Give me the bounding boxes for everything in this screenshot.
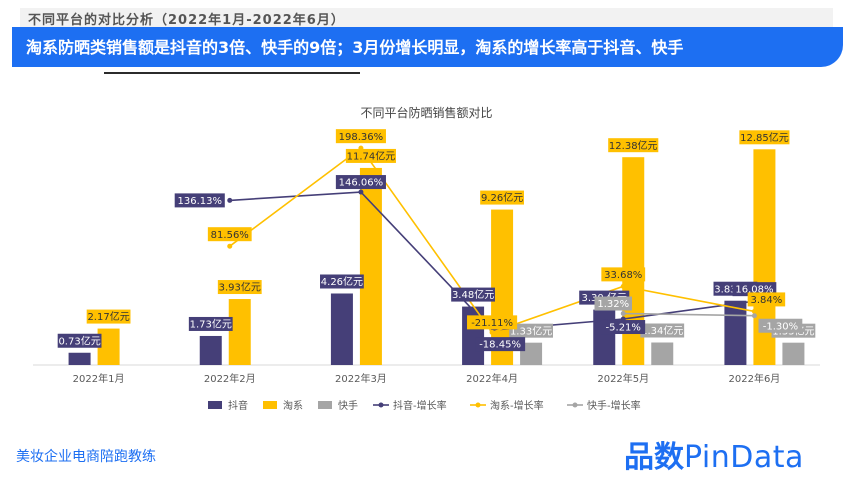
data-label: -1.30% [763,321,798,332]
data-label-bg [345,148,396,163]
bar-淘系-0 [97,328,120,365]
section-title: 不同平台的对比分析（2022年1月-2022年6月） [28,13,345,28]
data-label-bg [335,175,386,190]
point-抖音-增长率-0 [227,197,233,203]
data-label: 33.68% [604,270,642,281]
x-tick-label: 2022年2月 [204,372,256,385]
bar-快手-3 [520,342,543,365]
data-label-bg [217,280,262,295]
bar-淘系-5 [753,149,776,365]
data-label: 1.32% [597,299,629,310]
data-label-bg [640,323,685,338]
data-label-bg [451,287,495,302]
data-label-bg [608,138,659,153]
data-label: 0.73亿元 [58,334,100,347]
data-label-bg [174,193,225,208]
point-淘系-增长率-0 [227,243,233,249]
data-label-bg [601,320,646,335]
data-label: 12.38亿元 [609,139,658,152]
data-label: -21.11% [471,318,513,329]
legend-label: 快手 [338,399,358,412]
logo-cn-text: 品数 [624,440,684,475]
data-label: 9.26亿元 [481,191,523,204]
data-label: 11.74亿元 [347,150,396,163]
data-label: 1.73亿元 [190,318,232,331]
bar-抖音-2 [330,293,353,365]
data-label: 16.08% [735,285,773,296]
point-淘系-增长率-2 [489,329,495,335]
data-label-bg [86,309,131,324]
data-label-bg [57,333,102,348]
data-label: 4.26亿元 [321,275,363,288]
legend-label: 淘系 [283,399,303,412]
bar-抖音-5 [724,300,747,365]
data-label: 12.85亿元 [740,131,789,144]
data-label-bg [475,337,526,352]
bar-抖音-1 [199,335,222,365]
legend-label: 快手-增长率 [587,399,641,412]
data-label-bg [480,190,524,205]
legend-label: 抖音 [228,399,248,412]
logo-en-text: PinData [684,440,804,475]
data-label-bg [747,292,786,307]
data-label-bg [758,318,803,333]
data-label: 81.56% [211,230,249,241]
data-label: 2.17亿元 [87,310,129,323]
x-tick-label: 2022年3月 [335,372,387,385]
data-label: 198.36% [339,132,384,143]
section-header-strip [20,8,833,28]
point-快手-增长率-0 [620,311,626,317]
x-tick-label: 2022年6月 [729,372,781,385]
point-淘系-增长率-3 [620,283,626,289]
chart-title: 不同平台防晒销售额对比 [360,106,493,120]
legend-label: 抖音-增长率 [393,399,447,412]
legend-marker-抖音-增长率 [378,402,384,408]
bar-快手-5 [782,342,805,365]
headline-text: 淘系防晒类销售额是抖音的3倍、快手的9倍；3月份增长明显，淘系的增长率高于抖音、… [26,38,684,57]
legend-label: 淘系-增长率 [490,399,544,412]
footer-slogan: 美妆企业电商陪跑教练 [16,449,156,465]
data-label: 3.84% [751,295,783,306]
legend-marker-淘系-增长率 [475,402,481,408]
bar-抖音-0 [68,352,91,365]
data-label-bg [739,130,790,145]
data-label: 1.34亿元 [641,324,683,337]
bar-快手-4 [651,342,674,365]
legend-swatch-快手 [318,401,332,409]
bar-淘系-1 [228,299,251,365]
data-label-bg [509,323,553,338]
legend-swatch-淘系 [263,401,277,409]
data-label: 3.48亿元 [452,288,494,301]
legend-marker-快手-增长率 [572,402,578,408]
data-label: -18.45% [479,340,521,351]
data-label: 146.06% [339,178,384,189]
data-label-bg [467,315,518,330]
point-抖音-增长率-1 [358,189,364,195]
headline-underline [104,72,360,74]
headline-banner [12,27,843,67]
data-label-bg [601,267,646,282]
data-label-bg [207,227,252,242]
data-label: -5.21% [606,323,641,334]
data-label-bg [594,296,632,311]
data-label: 136.13% [178,196,223,207]
data-label-bg [188,316,233,331]
data-label-bg [335,129,386,144]
x-tick-label: 2022年4月 [466,372,518,385]
x-tick-label: 2022年1月 [73,372,125,385]
data-label: 1.33亿元 [510,324,552,337]
bar-淘系-2 [359,167,382,365]
pindata-logo: 品数PinData [624,432,804,476]
data-label-bg [320,274,364,289]
line-快手-增长率 [623,312,755,317]
x-tick-label: 2022年5月 [597,372,649,385]
legend-swatch-抖音 [208,401,222,409]
point-淘系-增长率-4 [751,308,757,314]
data-label: 3.93亿元 [219,281,261,294]
bar-抖音-4 [593,309,616,365]
point-快手-增长率-1 [751,313,757,319]
